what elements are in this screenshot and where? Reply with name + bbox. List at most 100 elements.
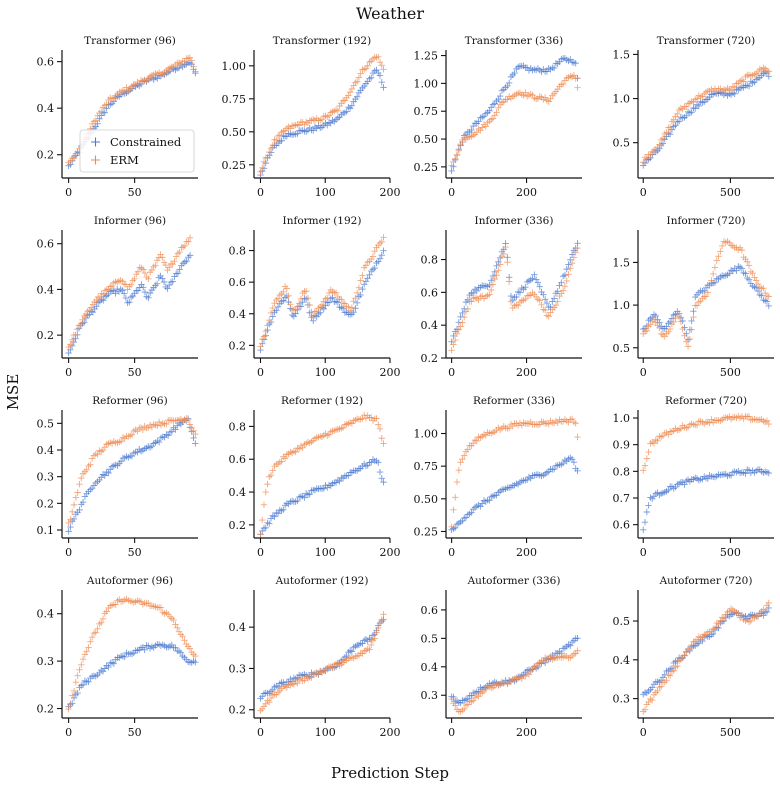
data-point	[346, 647, 354, 654]
data-point	[338, 296, 345, 303]
data-point	[371, 635, 378, 642]
series-erm	[65, 234, 194, 351]
x-tick-label: 500	[720, 186, 741, 199]
data-point	[645, 502, 652, 509]
data-point	[181, 258, 189, 266]
data-point	[643, 327, 651, 334]
data-point	[715, 253, 722, 260]
data-point	[159, 254, 166, 261]
data-point	[738, 611, 746, 619]
y-tick-label: 0.4	[37, 283, 55, 296]
data-point	[325, 112, 333, 119]
data-point	[486, 107, 493, 114]
data-point	[339, 305, 347, 312]
data-point	[190, 427, 197, 434]
data-point	[336, 477, 343, 485]
data-point	[464, 305, 472, 313]
data-point	[359, 285, 366, 293]
data-point	[169, 261, 176, 268]
data-point	[297, 295, 305, 303]
data-point	[378, 238, 385, 246]
x-tick-label: 0	[65, 546, 72, 559]
data-point	[345, 303, 352, 311]
data-point	[302, 128, 310, 135]
data-point	[681, 332, 688, 339]
data-point	[78, 474, 85, 482]
data-point	[534, 279, 542, 286]
data-point	[280, 288, 287, 296]
figure-title: Weather	[356, 4, 424, 23]
data-point	[103, 101, 110, 108]
data-point	[353, 289, 361, 296]
data-point	[320, 485, 327, 492]
data-point	[531, 271, 538, 278]
data-point	[643, 455, 651, 462]
data-point	[267, 515, 275, 522]
data-point	[670, 667, 677, 674]
data-point	[375, 53, 382, 60]
data-point	[473, 129, 480, 136]
data-point	[174, 250, 182, 257]
series-erm	[65, 54, 199, 166]
data-point	[174, 270, 182, 277]
y-tick-label: 1.5	[613, 256, 631, 269]
subplot-title: Transformer (96)	[84, 35, 176, 47]
data-point	[532, 276, 540, 283]
data-point	[112, 290, 119, 297]
data-point	[190, 434, 197, 442]
data-point	[313, 313, 320, 320]
data-point	[666, 672, 674, 679]
y-tick-label: 0.3	[37, 655, 55, 668]
data-point	[134, 428, 141, 435]
data-point	[290, 681, 298, 688]
data-point	[468, 509, 475, 516]
data-point	[112, 278, 119, 285]
data-point	[313, 307, 320, 315]
data-point	[157, 604, 165, 611]
data-point	[357, 416, 364, 423]
data-point	[482, 123, 489, 130]
data-point	[690, 313, 697, 321]
y-tick-label: 0.4	[421, 661, 439, 674]
data-point	[641, 706, 649, 713]
data-point	[276, 131, 284, 139]
data-point	[559, 287, 567, 294]
data-point	[299, 444, 306, 452]
data-point	[105, 469, 112, 477]
data-point	[141, 269, 149, 277]
data-point	[181, 242, 189, 249]
series-erm	[257, 53, 387, 175]
data-point	[765, 302, 772, 310]
data-point	[765, 293, 772, 300]
data-point	[160, 278, 168, 286]
data-point	[640, 467, 647, 474]
data-point	[308, 308, 315, 316]
data-point	[380, 247, 387, 254]
data-point	[81, 651, 89, 658]
data-point	[301, 494, 308, 501]
data-point	[742, 470, 749, 477]
data-point	[547, 95, 554, 102]
data-point	[134, 287, 142, 294]
data-point	[334, 107, 342, 114]
data-point	[505, 425, 513, 432]
data-point	[380, 84, 387, 91]
x-tick-label: 0	[257, 546, 264, 559]
data-point	[292, 448, 299, 456]
data-point	[459, 319, 466, 326]
data-point	[162, 261, 169, 269]
series-constrained	[448, 454, 581, 533]
data-point	[172, 426, 179, 433]
data-point	[350, 82, 357, 89]
y-tick-label: 0.5	[613, 615, 631, 628]
data-point	[688, 326, 695, 333]
series-erm	[257, 611, 387, 714]
data-point	[69, 508, 76, 516]
subplot-title: Reformer (720)	[665, 395, 747, 407]
data-point	[448, 167, 455, 175]
data-point	[491, 268, 498, 275]
data-point	[567, 256, 574, 264]
data-point	[511, 69, 518, 77]
data-point	[745, 276, 753, 283]
data-point	[74, 672, 81, 679]
